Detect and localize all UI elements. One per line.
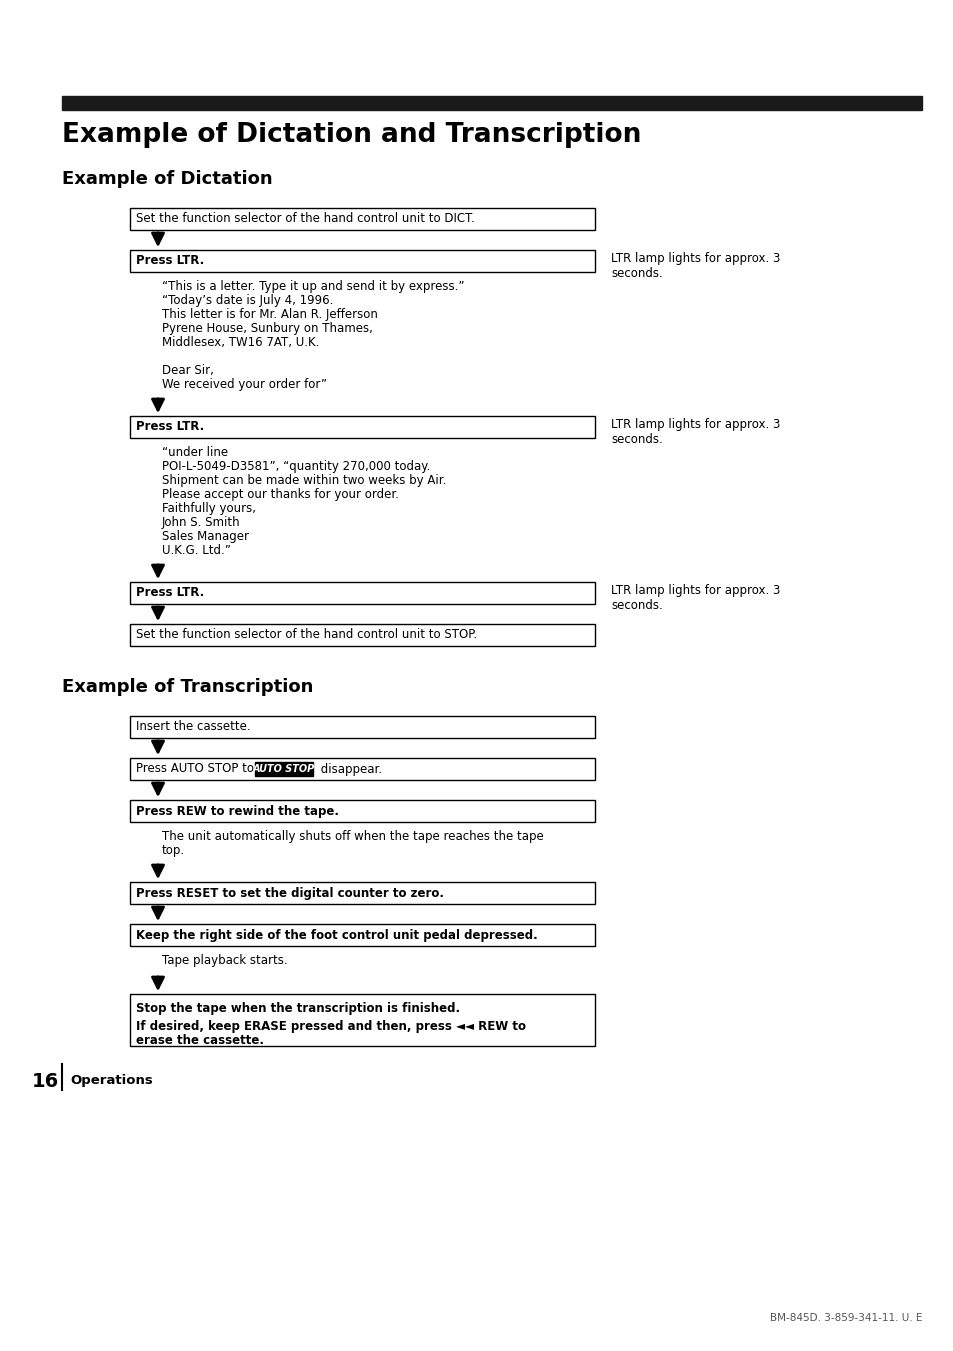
Text: “under line: “under line [162, 446, 228, 459]
Text: Press LTR.: Press LTR. [136, 586, 204, 600]
Text: LTR lamp lights for approx. 3
seconds.: LTR lamp lights for approx. 3 seconds. [610, 253, 780, 280]
Text: Please accept our thanks for your order.: Please accept our thanks for your order. [162, 488, 398, 501]
Text: Press AUTO STOP to make: Press AUTO STOP to make [136, 762, 294, 775]
Text: Press RESET to set the digital counter to zero.: Press RESET to set the digital counter t… [136, 886, 443, 900]
Text: We received your order for”: We received your order for” [162, 378, 327, 390]
Bar [130, 758, 595, 780]
Text: Pyrene House, Sunbury on Thames,: Pyrene House, Sunbury on Thames, [162, 322, 373, 335]
Text: disappear.: disappear. [316, 762, 381, 775]
Text: BM-845D. 3-859-341-11. U. E: BM-845D. 3-859-341-11. U. E [769, 1313, 921, 1323]
Text: AUTO STOP: AUTO STOP [253, 765, 314, 774]
Text: LTR lamp lights for approx. 3
seconds.: LTR lamp lights for approx. 3 seconds. [610, 584, 780, 612]
Text: “This is a letter. Type it up and send it by express.”: “This is a letter. Type it up and send i… [162, 280, 464, 293]
Text: Tape playback starts.: Tape playback starts. [162, 954, 287, 967]
Text: Press LTR.: Press LTR. [136, 254, 204, 267]
Text: 16: 16 [32, 1071, 59, 1092]
Text: If desired, keep ERASE pressed and then, press ◄◄ REW to: If desired, keep ERASE pressed and then,… [136, 1020, 525, 1034]
Text: “Today’s date is July 4, 1996.: “Today’s date is July 4, 1996. [162, 295, 333, 307]
Text: POI-L-5049-D3581”, “quantity 270,000 today.: POI-L-5049-D3581”, “quantity 270,000 tod… [162, 459, 430, 473]
Text: Press LTR.: Press LTR. [136, 420, 204, 434]
Bar [130, 882, 595, 904]
Bar [130, 800, 595, 821]
Text: Sales Manager: Sales Manager [162, 530, 249, 543]
Text: Press REW to rewind the tape.: Press REW to rewind the tape. [136, 804, 338, 817]
Bar [130, 250, 595, 272]
Text: top.: top. [162, 844, 185, 857]
Text: Example of Dictation and Transcription: Example of Dictation and Transcription [62, 122, 640, 149]
Text: This letter is for Mr. Alan R. Jefferson: This letter is for Mr. Alan R. Jefferson [162, 308, 377, 322]
Text: Dear Sir,: Dear Sir, [162, 363, 213, 377]
Text: Keep the right side of the foot control unit pedal depressed.: Keep the right side of the foot control … [136, 928, 537, 942]
Text: Stop the tape when the transcription is finished.: Stop the tape when the transcription is … [136, 1002, 459, 1015]
Bar [254, 762, 313, 775]
Text: Faithfully yours,: Faithfully yours, [162, 503, 255, 515]
Bar [130, 994, 595, 1046]
Text: John S. Smith: John S. Smith [162, 516, 240, 530]
Bar [62, 96, 921, 109]
Bar [130, 582, 595, 604]
Text: LTR lamp lights for approx. 3
seconds.: LTR lamp lights for approx. 3 seconds. [610, 417, 780, 446]
Text: Set the function selector of the hand control unit to STOP.: Set the function selector of the hand co… [136, 628, 476, 642]
Text: Shipment can be made within two weeks by Air.: Shipment can be made within two weeks by… [162, 474, 446, 486]
Text: erase the cassette.: erase the cassette. [136, 1034, 264, 1047]
Text: Operations: Operations [70, 1074, 152, 1088]
Text: Example of Dictation: Example of Dictation [62, 170, 273, 188]
Bar [130, 416, 595, 438]
Text: U.K.G. Ltd.”: U.K.G. Ltd.” [162, 544, 231, 557]
Bar [130, 624, 595, 646]
Text: Example of Transcription: Example of Transcription [62, 678, 313, 696]
Text: Middlesex, TW16 7AT, U.K.: Middlesex, TW16 7AT, U.K. [162, 336, 319, 349]
Text: Insert the cassette.: Insert the cassette. [136, 720, 251, 734]
Bar [130, 924, 595, 946]
Bar [130, 716, 595, 738]
Bar [130, 208, 595, 230]
Text: The unit automatically shuts off when the tape reaches the tape: The unit automatically shuts off when th… [162, 830, 543, 843]
Text: Set the function selector of the hand control unit to DICT.: Set the function selector of the hand co… [136, 212, 475, 226]
